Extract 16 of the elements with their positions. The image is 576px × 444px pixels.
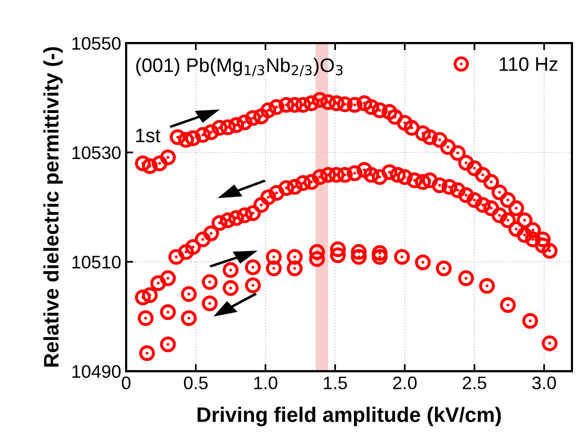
legend-label: 110 Hz [500, 57, 558, 71]
x-tick-label: 2.5 [462, 376, 486, 390]
annotation: 1st [136, 128, 160, 142]
y-tick-label: 10550 [72, 37, 121, 50]
x-tick-label: 0 [122, 376, 130, 390]
x-tick-label: 1.5 [324, 376, 347, 390]
y-tick-label: 10530 [72, 146, 121, 160]
y-tick-label: 10490 [72, 365, 121, 378]
x-tick-label: 0.5 [184, 376, 208, 390]
x-axis-title: Driving field amplitude (kV/cm) [198, 406, 501, 426]
x-tick-label: 1.0 [254, 376, 278, 390]
x-tick-label: 2.0 [393, 376, 417, 390]
x-tick-label: 3.0 [532, 376, 556, 390]
y-axis-title: Relative dielectric permittivity (-) [43, 47, 63, 367]
annotation: (001) Pb(Mg$_{1/3}$Nb$_{2/3}$)O$_{3}$ [136, 58, 343, 76]
y-tick-label: 10510 [72, 256, 121, 269]
